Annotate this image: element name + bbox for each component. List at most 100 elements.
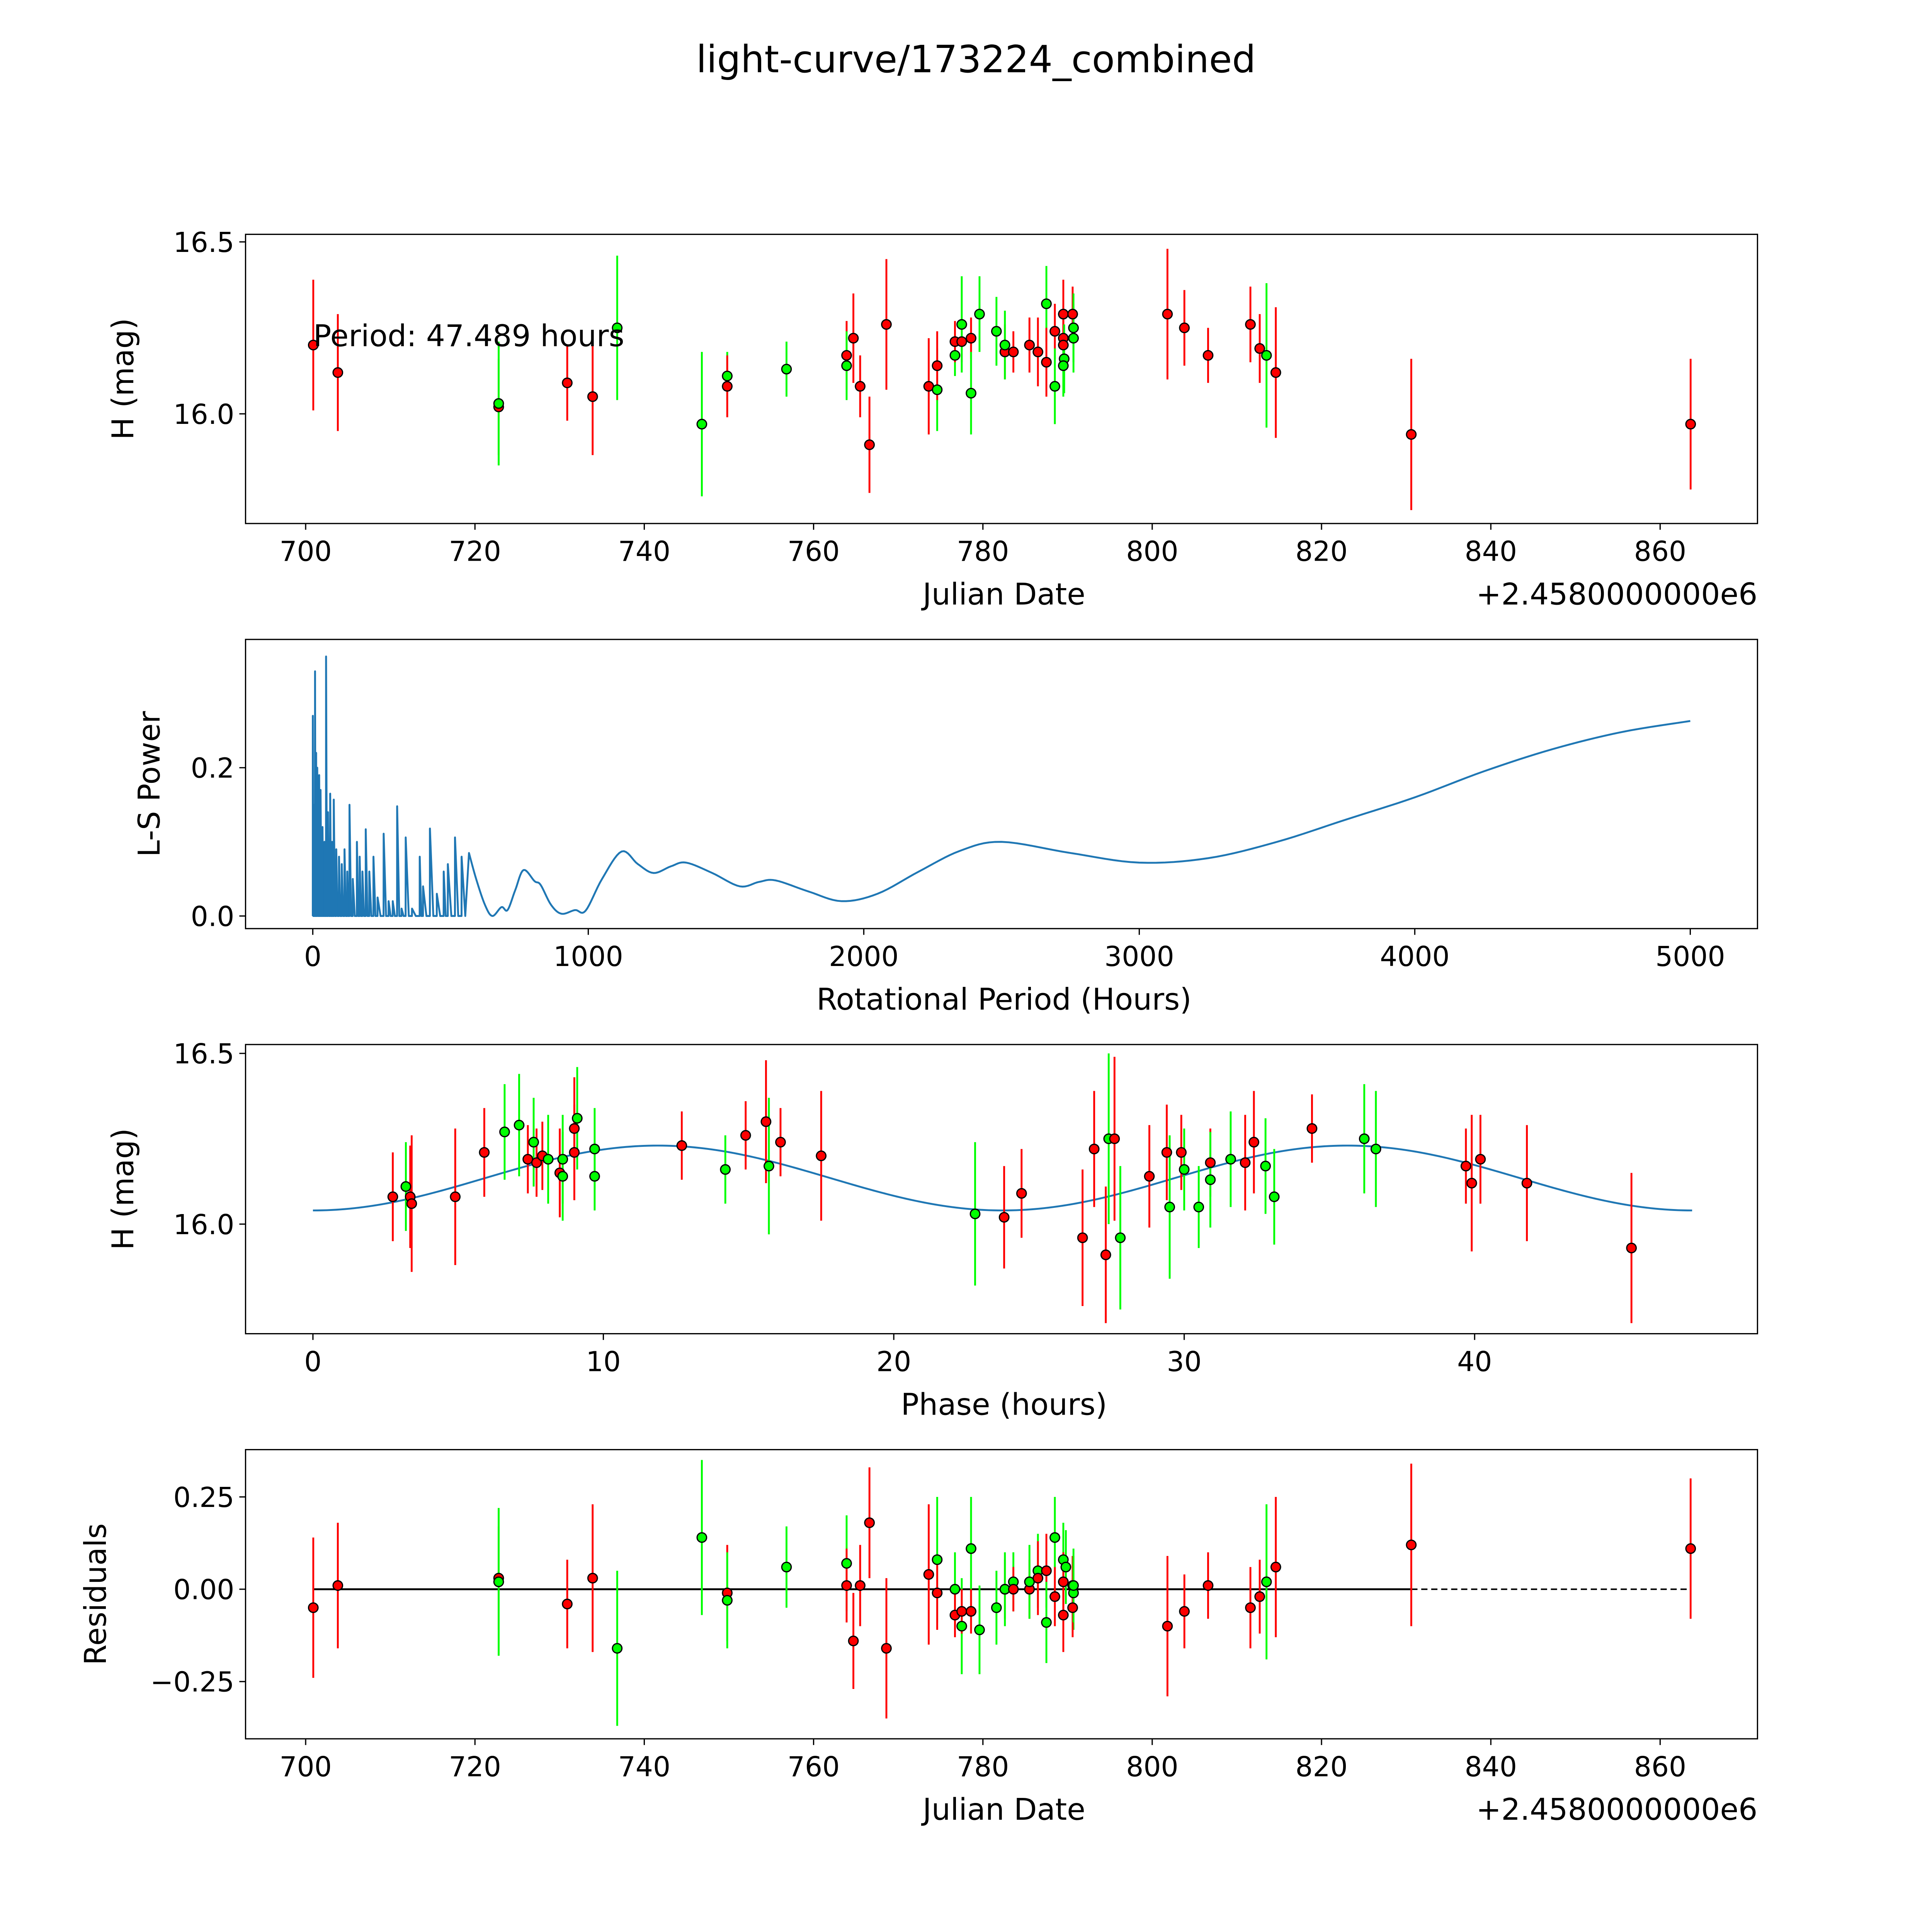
data-point-green xyxy=(1179,1164,1190,1175)
data-point-green xyxy=(499,1126,510,1138)
x-tick-label: 2000 xyxy=(829,940,899,973)
data-point-red xyxy=(450,1191,461,1202)
data-point-red xyxy=(1041,357,1052,368)
data-point-green xyxy=(1060,1561,1071,1573)
data-point-green xyxy=(1261,350,1272,361)
x-tick-label: 760 xyxy=(787,1751,840,1783)
data-point-green xyxy=(400,1181,412,1192)
data-point-red xyxy=(1306,1123,1318,1134)
data-point-red xyxy=(562,378,573,388)
phased-panel: 0 10 20 30 40 16.0 16.5 Phase (hours) H (mag) xyxy=(106,1038,1758,1422)
data-point-green xyxy=(1068,1580,1079,1591)
data-point-red xyxy=(1058,1609,1069,1621)
y-tick-label: 16.0 xyxy=(173,1209,234,1241)
data-point-green xyxy=(1261,1576,1272,1587)
data-point-red xyxy=(966,333,976,344)
data-point-red xyxy=(1088,1143,1100,1155)
data-point-red xyxy=(848,1635,859,1646)
data-point-red xyxy=(1041,1565,1052,1576)
x-axis-label: Julian Date xyxy=(921,577,1085,612)
data-point-green xyxy=(781,1561,792,1573)
data-point-green xyxy=(1269,1191,1280,1202)
data-point-green xyxy=(991,1602,1002,1613)
lightcurve-axes-frame xyxy=(245,233,1758,524)
x-tick-label: 860 xyxy=(1634,1751,1686,1783)
data-point-red xyxy=(1466,1178,1477,1189)
data-point-red xyxy=(956,1606,967,1617)
y-tick-label: 16.5 xyxy=(173,1038,234,1070)
data-point-red xyxy=(332,1580,344,1591)
periodogram-panel: 0 1000 2000 3000 4000 5000 0.0 0.2 Rotational Pe… xyxy=(132,639,1758,1017)
residuals-plot-area xyxy=(308,1460,1696,1726)
data-point-red xyxy=(1008,346,1019,357)
data-point-red xyxy=(406,1198,417,1209)
phased-axes-frame xyxy=(245,1044,1758,1335)
data-point-green xyxy=(949,350,961,361)
data-point-red xyxy=(676,1140,687,1151)
data-point-red xyxy=(1008,1584,1019,1595)
y-axis-label: H (mag) xyxy=(106,1128,141,1250)
data-point-red xyxy=(1058,340,1069,350)
residuals-panel: 700 720 740 760 780 800 820 840 860 0.25 0.00 −0.25… xyxy=(78,1449,1758,1827)
periodogram-plot-area xyxy=(312,655,1690,917)
figure-title: light-curve/173224_combined xyxy=(696,37,1256,81)
data-point-red xyxy=(864,439,875,450)
data-point-red xyxy=(1179,322,1190,333)
data-point-red xyxy=(479,1147,490,1158)
x-tick-label: 820 xyxy=(1295,1751,1347,1783)
data-point-green xyxy=(612,1643,623,1654)
data-point-green xyxy=(1049,1532,1060,1543)
x-axis-label: Rotational Period (Hours) xyxy=(816,982,1191,1017)
data-point-red xyxy=(569,1147,580,1158)
data-point-red xyxy=(1024,340,1035,350)
x-tick-label: 840 xyxy=(1465,1751,1517,1783)
x-tick-label: 860 xyxy=(1634,536,1686,568)
data-point-red xyxy=(1049,326,1060,337)
data-point-green xyxy=(696,1532,707,1543)
data-point-red xyxy=(531,1157,542,1168)
data-point-red xyxy=(1406,429,1417,440)
data-point-green xyxy=(557,1171,568,1182)
data-point-red xyxy=(864,1517,875,1528)
x-tick-label: 40 xyxy=(1457,1345,1492,1378)
data-point-green xyxy=(528,1137,539,1148)
data-point-red xyxy=(1162,1621,1173,1632)
data-point-red xyxy=(1248,1137,1259,1148)
data-point-red xyxy=(722,381,733,392)
data-point-green xyxy=(956,1621,967,1632)
x-axis-label: Phase (hours) xyxy=(901,1387,1107,1422)
periodogram-line xyxy=(312,655,1690,917)
data-point-red xyxy=(956,336,967,347)
data-point-green xyxy=(612,322,623,333)
data-point-red xyxy=(1058,309,1069,320)
data-point-red xyxy=(1270,1561,1281,1573)
data-point-red xyxy=(308,1602,319,1613)
data-point-red xyxy=(1162,309,1173,320)
data-point-green xyxy=(1115,1232,1126,1243)
data-point-green xyxy=(720,1164,731,1175)
data-point-green xyxy=(974,1624,985,1635)
data-point-green xyxy=(543,1154,554,1165)
y-tick-label: 0.0 xyxy=(191,900,235,932)
x-tick-label: 3000 xyxy=(1104,940,1174,973)
data-point-red xyxy=(855,1580,866,1591)
data-point-green xyxy=(764,1160,774,1172)
data-point-red xyxy=(569,1123,580,1134)
data-point-green xyxy=(932,1554,943,1565)
data-point-green xyxy=(589,1143,600,1155)
data-point-red xyxy=(522,1154,533,1165)
periodogram-axes-frame xyxy=(245,639,1758,929)
data-point-red xyxy=(1406,1539,1417,1551)
data-point-green xyxy=(1193,1201,1204,1213)
data-point-red xyxy=(816,1150,827,1162)
data-point-red xyxy=(1245,1602,1256,1613)
data-point-green xyxy=(1260,1160,1271,1172)
data-point-red xyxy=(1049,1591,1060,1602)
data-point-red xyxy=(308,340,319,350)
y-tick-label: 0.2 xyxy=(191,752,235,784)
x-offset-label: +2.4580000000e6 xyxy=(1476,1793,1757,1827)
x-tick-label: 10 xyxy=(586,1345,621,1378)
data-point-red xyxy=(966,1606,976,1617)
y-tick-label: 0.25 xyxy=(173,1481,234,1514)
data-point-red xyxy=(1460,1160,1471,1172)
